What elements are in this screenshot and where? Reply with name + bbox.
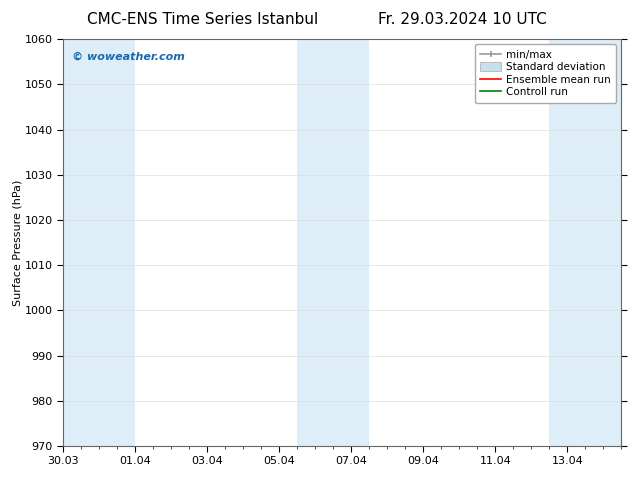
Legend: min/max, Standard deviation, Ensemble mean run, Controll run: min/max, Standard deviation, Ensemble me… (475, 45, 616, 102)
Bar (549, 39, 621, 446)
Bar (297, 39, 370, 446)
Bar (63, 39, 136, 446)
Text: CMC-ENS Time Series Istanbul: CMC-ENS Time Series Istanbul (87, 12, 318, 27)
Y-axis label: Surface Pressure (hPa): Surface Pressure (hPa) (12, 179, 22, 306)
Text: Fr. 29.03.2024 10 UTC: Fr. 29.03.2024 10 UTC (378, 12, 547, 27)
Text: © woweather.com: © woweather.com (72, 51, 184, 61)
